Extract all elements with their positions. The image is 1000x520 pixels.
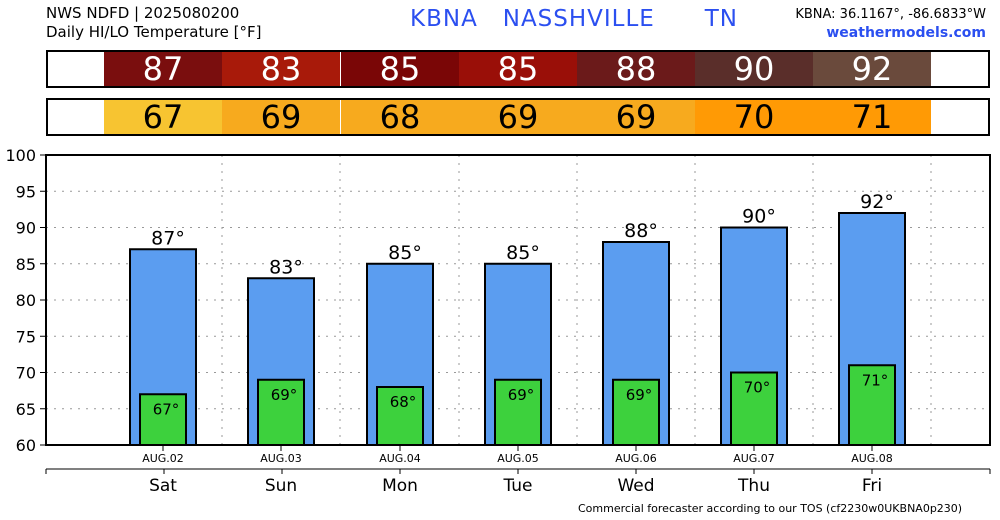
lo-temp-cell: 68 bbox=[341, 100, 459, 134]
y-tick-label: 85 bbox=[16, 255, 36, 274]
hi-temp-cell: 87 bbox=[104, 52, 222, 86]
lo-bar bbox=[257, 378, 305, 446]
lo-temp-cell: 69 bbox=[577, 100, 695, 134]
hi-bar-label: 85° bbox=[388, 242, 422, 264]
lo-bar bbox=[730, 371, 778, 446]
lo-temp-cell: 71 bbox=[813, 100, 931, 134]
lo-bar-label: 69° bbox=[626, 386, 653, 404]
model-run-label: NWS NDFD | 2025080200 bbox=[46, 4, 240, 22]
day-label: Mon bbox=[382, 476, 418, 496]
hi-bar-label: 85° bbox=[506, 242, 540, 264]
hi-bar-label: 83° bbox=[269, 256, 303, 278]
y-tick-label: 65 bbox=[16, 400, 36, 419]
y-tick-label: 60 bbox=[16, 436, 36, 455]
date-label: AUG.05 bbox=[497, 452, 539, 465]
day-label: Sat bbox=[149, 476, 177, 496]
y-tick-label: 75 bbox=[16, 327, 36, 346]
lo-bar-label: 71° bbox=[862, 371, 889, 389]
hi-bar-label: 92° bbox=[860, 191, 894, 213]
lo-temp-cell: 69 bbox=[459, 100, 577, 134]
day-label: Thu bbox=[737, 476, 770, 496]
footer-note: Commercial forecaster according to our T… bbox=[578, 502, 963, 515]
day-label: Sun bbox=[265, 476, 297, 496]
hi-bar-label: 90° bbox=[742, 206, 776, 228]
y-tick-label: 80 bbox=[16, 291, 36, 310]
lo-temp-strip: 67 69 68 69 69 70 71 bbox=[46, 98, 990, 136]
y-tick-label: 95 bbox=[16, 182, 36, 201]
lo-bar-label: 70° bbox=[744, 379, 771, 397]
station-title: KBNA NASSHVILLE TN bbox=[410, 6, 738, 32]
lo-bar bbox=[376, 386, 424, 446]
lo-bar bbox=[494, 378, 542, 446]
hi-temp-cell: 88 bbox=[577, 52, 695, 86]
site-link[interactable]: weathermodels.com bbox=[826, 25, 986, 41]
hi-bar-label: 88° bbox=[624, 220, 658, 242]
header-left: NWS NDFD | 2025080200 Daily HI/LO Temper… bbox=[46, 4, 262, 42]
hi-temp-cell: 92 bbox=[813, 52, 931, 86]
date-label: AUG.03 bbox=[260, 452, 302, 465]
hi-temp-cell: 90 bbox=[695, 52, 813, 86]
date-label: AUG.02 bbox=[142, 452, 184, 465]
day-label: Wed bbox=[617, 476, 654, 496]
date-label: AUG.06 bbox=[615, 452, 657, 465]
lo-bar-label: 69° bbox=[508, 386, 535, 404]
bars-layer: 87° 67° 83° 69° 85° 68° 85° 69° 88° 69° 90° 70° 92° 7… bbox=[129, 191, 906, 446]
day-label: Fri bbox=[862, 476, 882, 496]
hi-temp-cell: 83 bbox=[222, 52, 340, 86]
axis-layer: 60 65 70 75 80 85 90 95 100 AUG.02 Sat AUG.03 Sun AUG… bbox=[5, 146, 991, 496]
y-tick-label: 90 bbox=[16, 219, 36, 238]
lo-bar bbox=[848, 364, 896, 446]
y-tick-label: 70 bbox=[16, 364, 36, 383]
hi-temp-cell: 85 bbox=[341, 52, 459, 86]
lo-temp-cell: 69 bbox=[222, 100, 340, 134]
lo-bar-label: 68° bbox=[390, 393, 417, 411]
lo-temp-cell: 67 bbox=[104, 100, 222, 134]
hi-temp-cell: 85 bbox=[459, 52, 577, 86]
date-label: AUG.07 bbox=[733, 452, 775, 465]
plot-frame bbox=[45, 154, 991, 446]
station-coords: KBNA: 36.1167°, -86.6833°W bbox=[795, 7, 986, 22]
header-right: KBNA: 36.1167°, -86.6833°W weathermodels… bbox=[795, 5, 986, 43]
y-tick-label: 100 bbox=[5, 146, 36, 165]
lo-bar-label: 69° bbox=[271, 386, 298, 404]
chart-title: Daily HI/LO Temperature [°F] bbox=[46, 23, 262, 41]
hi-temp-strip: 87 83 85 85 88 90 92 bbox=[46, 50, 990, 88]
lo-temp-cell: 70 bbox=[695, 100, 813, 134]
lo-bar-label: 67° bbox=[153, 400, 180, 418]
hi-bar-label: 87° bbox=[151, 227, 185, 249]
day-label: Tue bbox=[502, 476, 532, 496]
temperature-chart: 87° 67° 83° 69° 85° 68° 85° 69° 88° 69° 90° 70° 92° 7… bbox=[5, 146, 991, 496]
date-label: AUG.08 bbox=[851, 452, 893, 465]
date-label: AUG.04 bbox=[379, 452, 421, 465]
